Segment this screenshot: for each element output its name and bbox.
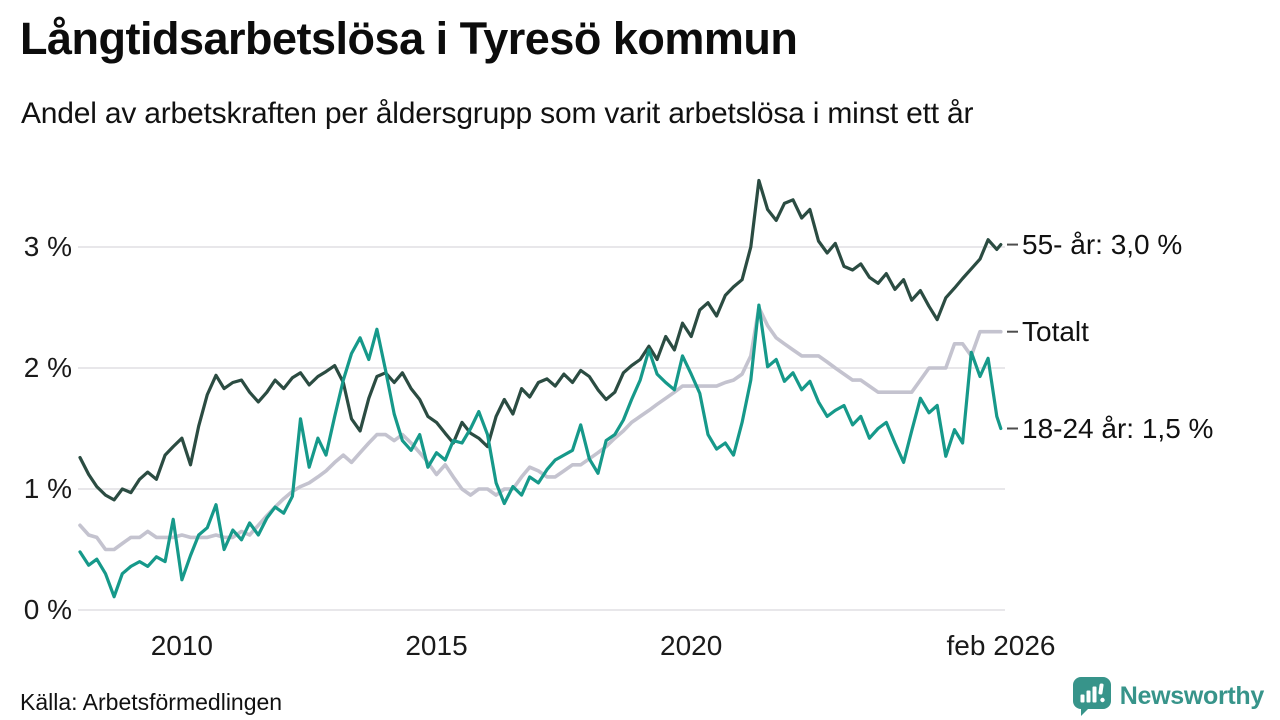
y-axis-label: 1 %: [23, 473, 72, 504]
y-axis-label: 3 %: [23, 231, 72, 262]
x-axis-label: 2015: [405, 630, 468, 661]
series-end-label-totalt: Totalt: [1022, 315, 1089, 347]
series-end-label-18-24-ar: 18-24 år: 1,5 %: [1022, 412, 1214, 444]
series-line-2: [78, 303, 1003, 599]
brand-name: Newsworthy: [1119, 682, 1265, 710]
page-title: Långtidsarbetslösa i Tyresö kommun: [20, 13, 798, 64]
x-axis-label: 2010: [150, 630, 213, 661]
series-line-0: [78, 178, 1003, 502]
x-axis-label: 2020: [660, 630, 723, 661]
y-axis-label: 2 %: [23, 352, 72, 383]
source-note: Källa: Arbetsförmedlingen: [20, 689, 283, 715]
chart-subtitle: Andel av arbetskraften per åldersgrupp s…: [21, 97, 974, 130]
y-axis-label: 0 %: [23, 594, 72, 625]
brand-logo: Newsworthy: [1072, 676, 1264, 717]
series-end-label-55-ar: 55- år: 3,0 %: [1022, 228, 1183, 260]
newsworthy-logo-icon: [1072, 677, 1111, 716]
x-axis-label: feb 2026: [946, 630, 1056, 661]
